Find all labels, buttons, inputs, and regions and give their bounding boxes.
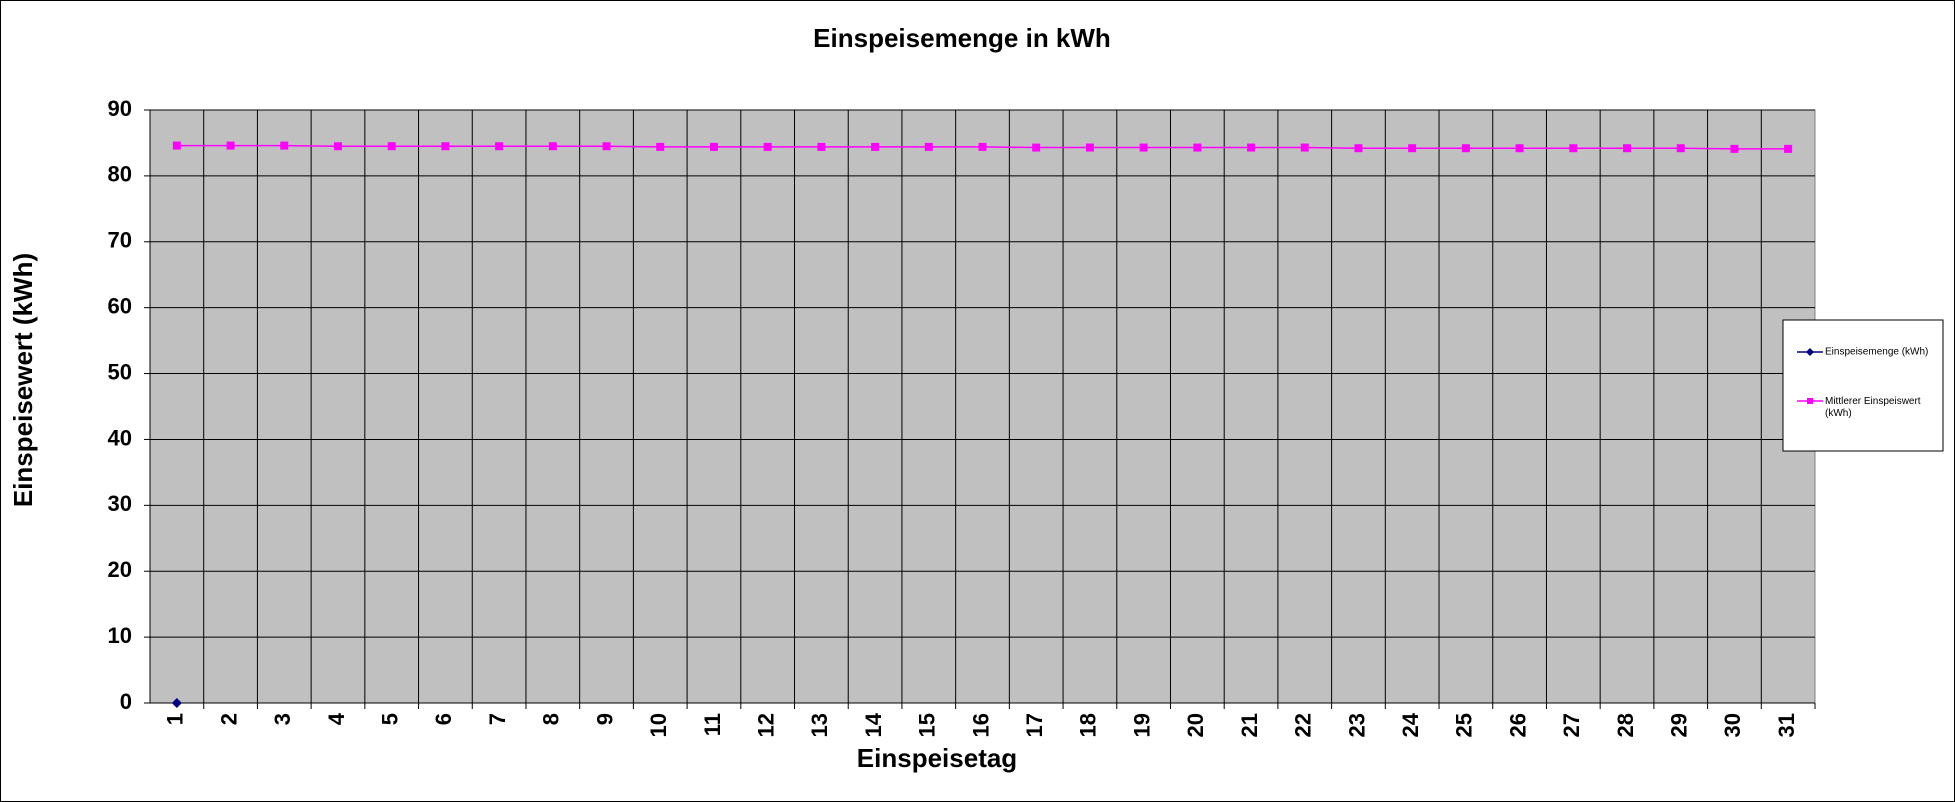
x-tick-label: 6 [431,713,456,725]
data-point [602,142,611,151]
x-tick-label: 19 [1129,713,1154,737]
legend-label: Mittlerer Einspeiswert (kWh) [1825,396,1921,419]
x-tick-label: 1 [163,713,188,725]
chart-title: Einspeisemenge in kWh [813,23,1111,53]
x-tick-label: 17 [1022,713,1047,737]
x-tick-label: 14 [861,712,886,737]
y-tick-label: 30 [108,491,132,516]
legend-label: Einspeisemenge (kWh) [1825,347,1928,358]
x-tick-label: 13 [807,713,832,737]
legend-marker [1807,398,1813,404]
data-point [1085,143,1094,152]
x-tick-label: 18 [1076,713,1101,737]
data-point [871,142,880,151]
x-tick-label: 7 [485,713,510,725]
legend-label-line: Mittlerer Einspeiswert [1825,396,1921,407]
x-axis-title: Einspeisetag [857,743,1017,773]
data-point [333,142,342,151]
x-tick-label: 29 [1667,713,1692,737]
data-point [387,142,396,151]
data-point [1300,143,1309,152]
data-point [495,142,504,151]
x-tick-label: 30 [1720,713,1745,737]
data-point [978,142,987,151]
data-point [1569,144,1578,153]
y-tick-label: 70 [108,228,132,253]
x-tick-label: 3 [270,713,295,725]
data-point [1408,144,1417,153]
plot-area [149,109,1816,704]
data-point [1784,144,1793,153]
x-tick-label: 11 [700,713,725,736]
y-tick-label: 10 [108,623,132,648]
y-axis-title: Einspeisewert (kWh) [8,253,38,507]
x-tick-label: 8 [539,713,564,725]
y-tick-label: 40 [108,425,132,450]
data-point [1515,144,1524,153]
x-tick-label: 26 [1505,713,1530,737]
y-tick-label: 80 [108,162,132,187]
data-point [280,141,289,150]
legend-marker [1806,348,1814,356]
y-tick-label: 50 [108,359,132,384]
x-tick-label: 4 [324,712,349,725]
data-point [1032,143,1041,152]
data-point [924,142,933,151]
data-point [171,698,182,708]
x-tick-label: 12 [753,713,778,737]
data-point [1461,144,1470,153]
data-point [1354,144,1363,153]
data-point [226,141,235,150]
x-tick-label: 21 [1237,713,1262,737]
y-tick-label: 90 [108,96,132,121]
y-tick-label: 60 [108,293,132,318]
data-point [763,142,772,151]
x-tick-label: 15 [915,713,940,737]
data-point [817,142,826,151]
x-tick-label: 10 [646,713,671,737]
x-tick-label: 16 [968,713,993,737]
x-tick-label: 2 [216,713,241,725]
x-tick-label: 27 [1559,713,1584,737]
data-point [1730,144,1739,153]
data-point [1193,143,1202,152]
x-tick-label: 28 [1613,713,1638,737]
x-tick-label: 20 [1183,713,1208,737]
x-tick-label: 31 [1774,713,1799,737]
x-tick-label: 9 [592,713,617,725]
y-tick-label: 20 [108,557,132,582]
data-point [1676,144,1685,153]
x-tick-label: 24 [1398,712,1423,737]
data-point [441,142,450,151]
data-point [709,142,718,151]
data-point [1623,144,1632,153]
data-point [1247,143,1256,152]
data-point [548,142,557,151]
data-point [172,141,181,150]
data-point [1139,143,1148,152]
x-tick-label: 23 [1344,713,1369,737]
x-tick-label: 5 [378,713,403,725]
legend-label-line: (kWh) [1825,408,1852,419]
legend [1782,319,1944,452]
data-point [656,142,665,151]
y-tick-label: 0 [120,689,132,714]
x-tick-label: 22 [1291,713,1316,737]
x-tick-label: 25 [1452,713,1477,737]
